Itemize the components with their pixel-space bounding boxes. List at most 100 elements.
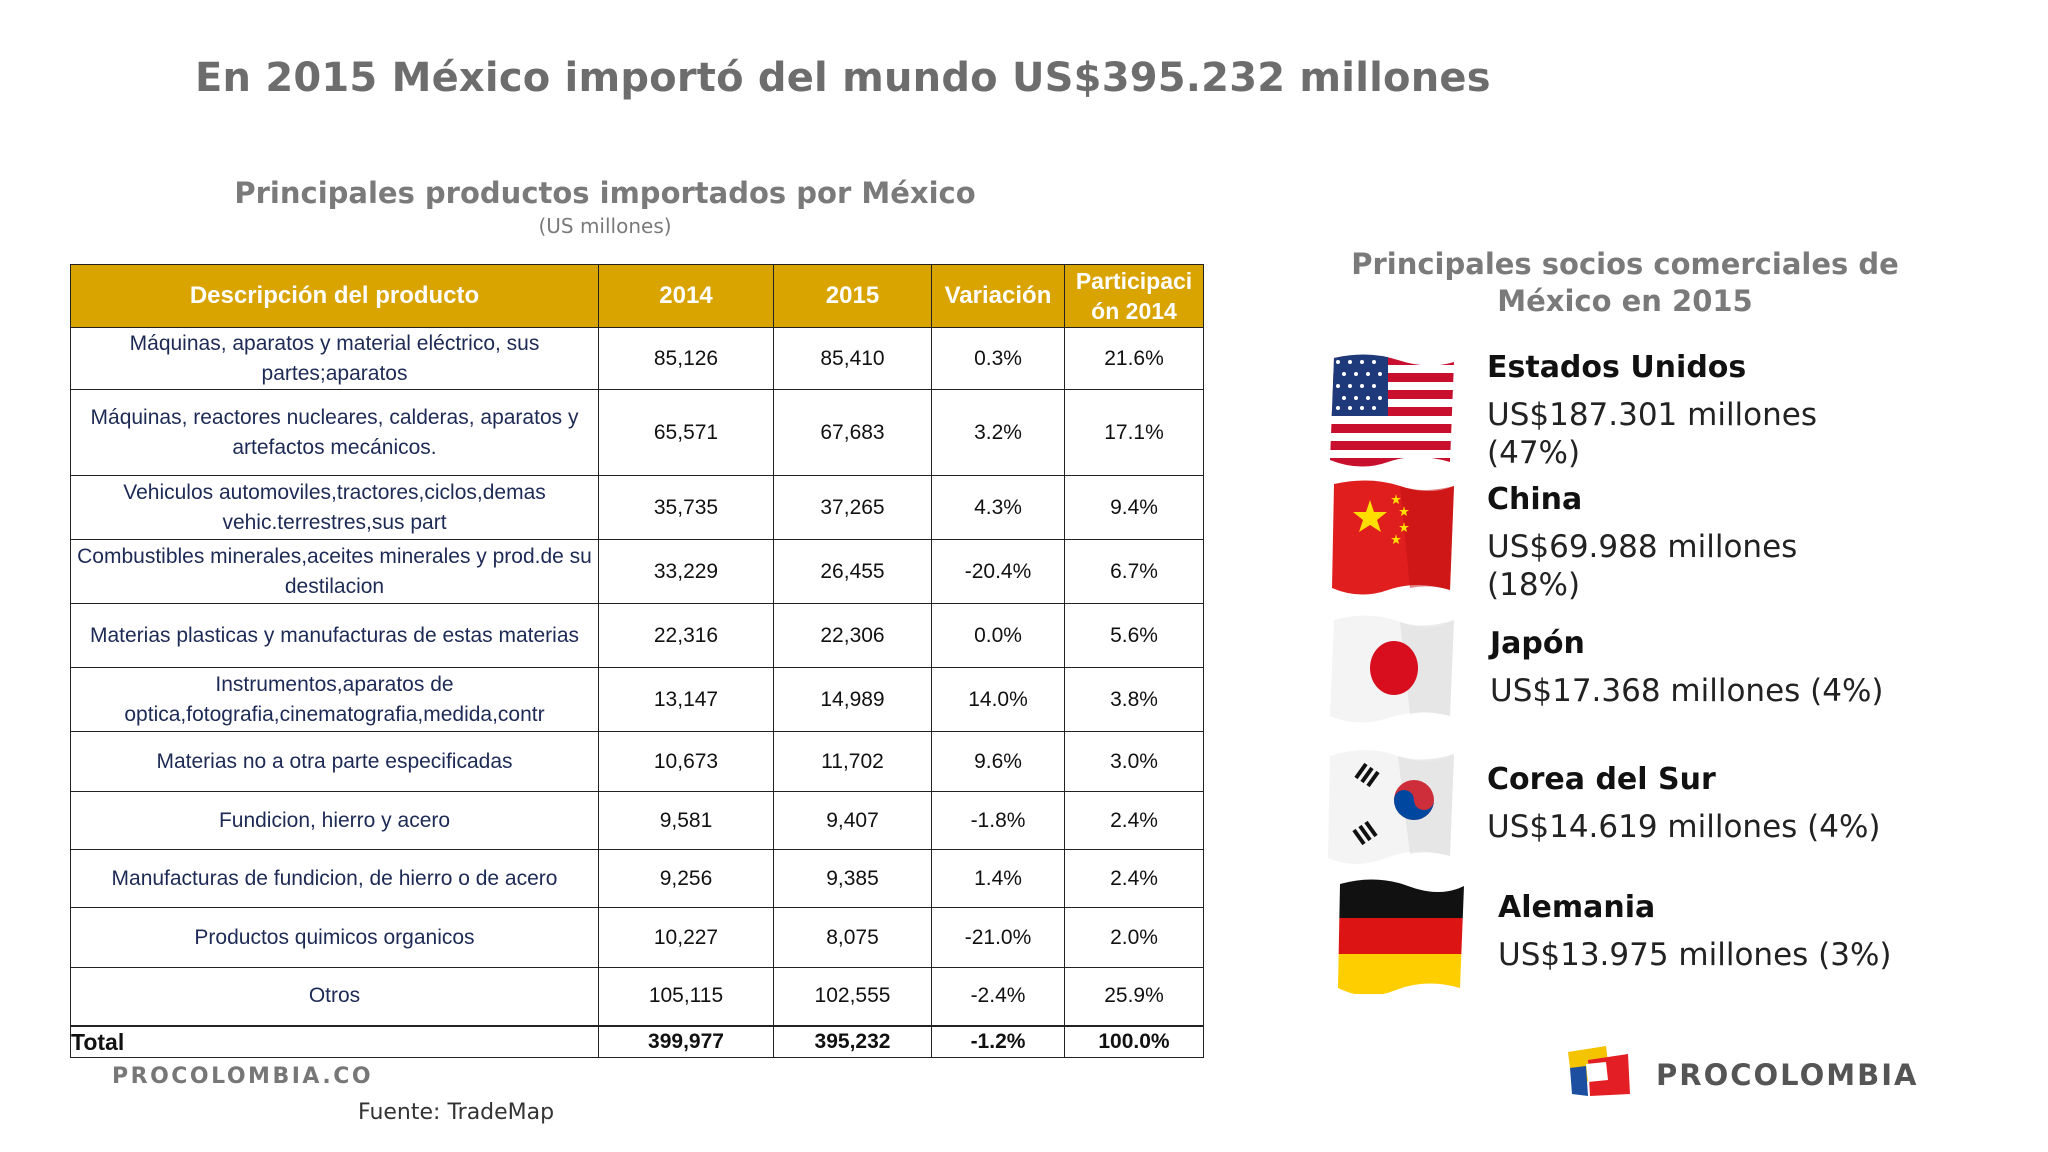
- header-2014: 2014: [598, 264, 774, 328]
- total-share: 100.0%: [1064, 1024, 1204, 1058]
- cell-2015: 14,989: [773, 667, 932, 732]
- table-row: Instrumentos,aparatos de optica,fotograf…: [70, 667, 1204, 732]
- cell-2014: 35,735: [598, 475, 774, 540]
- cell-share: 3.8%: [1064, 667, 1204, 732]
- table-row: Fundicion, hierro y acero 9,581 9,407 -1.8%…: [70, 791, 1204, 850]
- table-row: Vehiculos automoviles,tractores,ciclos,d…: [70, 475, 1204, 540]
- cell-variation: 14.0%: [931, 667, 1065, 732]
- table-row: Otros 105,115 102,555 -2.4% 25.9%: [70, 967, 1204, 1026]
- cell-description: Otros: [70, 967, 599, 1026]
- cell-2015: 67,683: [773, 389, 932, 476]
- cell-2015: 9,385: [773, 849, 932, 908]
- cell-variation: 0.0%: [931, 603, 1065, 668]
- page-title: En 2015 México importó del mundo US$395.…: [195, 55, 1491, 101]
- table-row: Materias no a otra parte especificadas 10…: [70, 731, 1204, 792]
- cell-2015: 37,265: [773, 475, 932, 540]
- cell-share: 17.1%: [1064, 389, 1204, 476]
- cell-2015: 22,306: [773, 603, 932, 668]
- table-row: Productos quimicos organicos 10,227 8,075-…: [70, 907, 1204, 968]
- japan-flag-icon: [1330, 615, 1454, 723]
- footer-website: PROCOLOMBIA.CO: [112, 1064, 374, 1089]
- cell-2014: 105,115: [598, 967, 774, 1026]
- cell-description: Productos quimicos organicos: [70, 907, 599, 968]
- header-share-line2: ón 2014: [1091, 298, 1177, 324]
- cell-description: Máquinas, aparatos y material eléctrico,…: [70, 327, 599, 390]
- total-label: Total: [70, 1024, 599, 1058]
- source-note: Fuente: TradeMap: [358, 1100, 555, 1125]
- partner-value-germany: US$13.975 millones (3%): [1498, 937, 1892, 973]
- table-row: Máquinas, reactores nucleares, calderas,…: [70, 389, 1204, 476]
- cell-description: Manufacturas de fundicion, de hierro o d…: [70, 849, 599, 908]
- cell-share: 25.9%: [1064, 967, 1204, 1026]
- cell-variation: -21.0%: [931, 907, 1065, 968]
- cell-2015: 9,407: [773, 791, 932, 850]
- total-variation: -1.2%: [931, 1024, 1065, 1058]
- cell-variation: 1.4%: [931, 849, 1065, 908]
- cell-description: Máquinas, reactores nucleares, calderas,…: [70, 389, 599, 476]
- cell-description: Vehiculos automoviles,tractores,ciclos,d…: [70, 475, 599, 540]
- cell-variation: -2.4%: [931, 967, 1065, 1026]
- cell-2014: 33,229: [598, 539, 774, 604]
- header-share: Participaci ón 2014: [1064, 264, 1204, 328]
- header-2015: 2015: [773, 264, 932, 328]
- partner-value-usa: US$187.301 millones (47%): [1487, 396, 1817, 472]
- cell-2014: 13,147: [598, 667, 774, 732]
- cell-share: 3.0%: [1064, 731, 1204, 792]
- cell-2014: 85,126: [598, 327, 774, 390]
- partner-name-germany: Alemania: [1498, 890, 1656, 925]
- table-row: Manufacturas de fundicion, de hierro o d…: [70, 849, 1204, 908]
- products-table: Descripción del producto 2014 2015 Varia…: [70, 264, 1204, 1058]
- cell-description: Combustibles minerales,aceites minerales…: [70, 539, 599, 604]
- cell-variation: 0.3%: [931, 327, 1065, 390]
- table-row: Máquinas, aparatos y material eléctrico,…: [70, 327, 1204, 390]
- cell-2015: 85,410: [773, 327, 932, 390]
- cell-description: Instrumentos,aparatos de optica,fotograf…: [70, 667, 599, 732]
- table-row: Materias plasticas y manufacturas de est…: [70, 603, 1204, 668]
- header-share-line1: Participaci: [1075, 268, 1193, 294]
- cell-share: 5.6%: [1064, 603, 1204, 668]
- table-header-row: Descripción del producto 2014 2015 Varia…: [70, 264, 1204, 328]
- cell-share: 9.4%: [1064, 475, 1204, 540]
- cell-description: Materias plasticas y manufacturas de est…: [70, 603, 599, 668]
- partners-title-line2: México en 2015: [1497, 284, 1753, 318]
- cell-variation: -20.4%: [931, 539, 1065, 604]
- cell-variation: -1.8%: [931, 791, 1065, 850]
- cell-share: 2.4%: [1064, 791, 1204, 850]
- cell-2015: 102,555: [773, 967, 932, 1026]
- partner-name-japan: Japón: [1490, 626, 1585, 661]
- procolombia-logo-icon: [1568, 1046, 1630, 1096]
- partner-value-korea: US$14.619 millones (4%): [1487, 809, 1881, 845]
- cell-variation: 4.3%: [931, 475, 1065, 540]
- partner-value-china-line1: US$69.988 millones: [1487, 529, 1798, 565]
- table-total-row: Total 399,977 395,232 -1.2% 100.0%: [70, 1024, 1204, 1058]
- header-variation: Variación: [931, 264, 1065, 328]
- cell-2015: 8,075: [773, 907, 932, 968]
- cell-share: 21.6%: [1064, 327, 1204, 390]
- partner-name-china: China: [1487, 482, 1583, 517]
- cell-2015: 11,702: [773, 731, 932, 792]
- cell-2015: 26,455: [773, 539, 932, 604]
- partner-value-japan: US$17.368 millones (4%): [1490, 673, 1884, 709]
- cell-2014: 10,673: [598, 731, 774, 792]
- table-title: Principales productos importados por Méx…: [234, 176, 976, 210]
- cell-share: 2.0%: [1064, 907, 1204, 968]
- procolombia-logo-text: PROCOLOMBIA: [1656, 1058, 1919, 1092]
- cell-2014: 9,581: [598, 791, 774, 850]
- partners-title-line1: Principales socios comerciales de: [1351, 247, 1899, 281]
- cell-variation: 9.6%: [931, 731, 1065, 792]
- partner-value-china: US$69.988 millones (18%): [1487, 528, 1797, 604]
- cell-description: Fundicion, hierro y acero: [70, 791, 599, 850]
- china-flag-icon: [1332, 480, 1454, 595]
- partners-title: Principales socios comerciales de México…: [1330, 246, 1920, 320]
- table-row: Combustibles minerales,aceites minerales…: [70, 539, 1204, 604]
- total-y2015: 395,232: [773, 1024, 932, 1058]
- partner-name-usa: Estados Unidos: [1487, 350, 1747, 385]
- partner-value-usa-line1: US$187.301 millones: [1487, 397, 1818, 433]
- partner-value-usa-line2: (47%): [1487, 435, 1581, 471]
- header-description: Descripción del producto: [70, 264, 599, 328]
- cell-2014: 10,227: [598, 907, 774, 968]
- cell-2014: 65,571: [598, 389, 774, 476]
- cell-2014: 22,316: [598, 603, 774, 668]
- cell-share: 2.4%: [1064, 849, 1204, 908]
- partner-value-china-line2: (18%): [1487, 567, 1581, 603]
